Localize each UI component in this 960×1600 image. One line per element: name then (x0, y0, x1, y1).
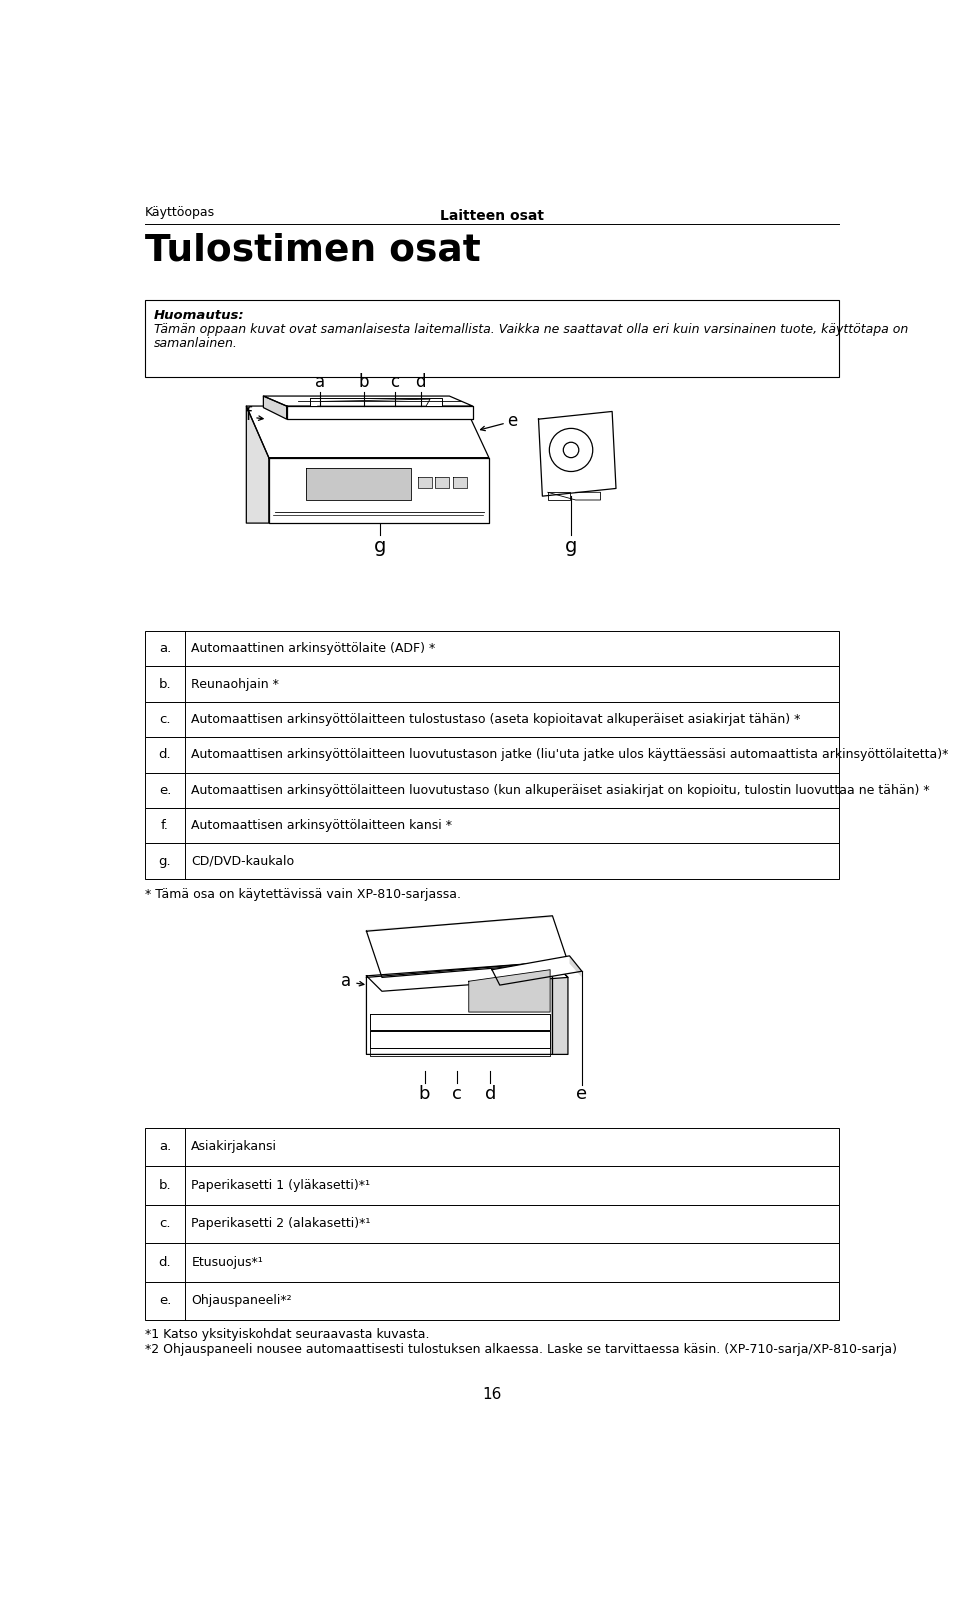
Text: b.: b. (158, 1179, 171, 1192)
Text: *2 Ohjauspaneeli nousee automaattisesti tulostuksen alkaessa. Laske se tarvittae: *2 Ohjauspaneeli nousee automaattisesti … (145, 1342, 897, 1357)
FancyBboxPatch shape (145, 299, 839, 376)
FancyBboxPatch shape (145, 630, 839, 666)
Text: e.: e. (158, 1294, 171, 1307)
Text: Paperikasetti 2 (alakasetti)*¹: Paperikasetti 2 (alakasetti)*¹ (191, 1218, 371, 1230)
Text: d: d (416, 373, 426, 390)
FancyBboxPatch shape (145, 773, 839, 808)
Text: b.: b. (158, 677, 171, 691)
Text: Etusuojus*¹: Etusuojus*¹ (191, 1256, 263, 1269)
Polygon shape (367, 915, 568, 978)
FancyBboxPatch shape (145, 702, 839, 738)
Polygon shape (263, 397, 287, 419)
Text: c.: c. (159, 714, 171, 726)
Polygon shape (247, 406, 269, 523)
Text: a.: a. (158, 1141, 171, 1154)
Text: c: c (452, 1085, 462, 1104)
Text: Automaattisen arkinsyöttölaitteen luovutustason jatke (liu'uta jatke ulos käyttä: Automaattisen arkinsyöttölaitteen luovut… (191, 749, 948, 762)
Text: b: b (359, 373, 370, 390)
Text: samanlainen.: samanlainen. (155, 336, 238, 350)
FancyBboxPatch shape (145, 1128, 839, 1166)
FancyBboxPatch shape (145, 808, 839, 843)
Text: Ohjauspaneeli*²: Ohjauspaneeli*² (191, 1294, 292, 1307)
Polygon shape (310, 398, 442, 406)
Text: Laitteen osat: Laitteen osat (440, 210, 544, 222)
Text: g: g (373, 538, 386, 555)
Text: b: b (419, 1085, 430, 1104)
Text: c: c (391, 373, 399, 390)
Text: d.: d. (158, 1256, 171, 1269)
Polygon shape (370, 1014, 550, 1030)
Polygon shape (539, 411, 616, 496)
Text: Reunaohjain *: Reunaohjain * (191, 677, 279, 691)
Polygon shape (263, 397, 472, 406)
Polygon shape (247, 406, 489, 458)
Polygon shape (453, 477, 468, 488)
Polygon shape (269, 458, 489, 523)
Text: g.: g. (158, 854, 171, 867)
Text: e: e (576, 1085, 588, 1104)
Text: Automaattisen arkinsyöttölaitteen luovutustaso (kun alkuperäiset asiakirjat on k: Automaattisen arkinsyöttölaitteen luovut… (191, 784, 930, 797)
Text: Automaattisen arkinsyöttölaitteen tulostustaso (aseta kopioitavat alkuperäiset a: Automaattisen arkinsyöttölaitteen tulost… (191, 714, 801, 726)
FancyBboxPatch shape (145, 1243, 839, 1282)
Text: d.: d. (158, 749, 171, 762)
Polygon shape (419, 477, 432, 488)
Text: g: g (564, 538, 577, 555)
Text: d: d (485, 1085, 496, 1104)
FancyBboxPatch shape (145, 1282, 839, 1320)
Text: Paperikasetti 1 (yläkasetti)*¹: Paperikasetti 1 (yläkasetti)*¹ (191, 1179, 371, 1192)
Text: Huomautus:: Huomautus: (155, 309, 245, 322)
FancyBboxPatch shape (145, 1205, 839, 1243)
Text: *1 Katso yksityiskohdat seuraavasta kuvasta.: *1 Katso yksityiskohdat seuraavasta kuva… (145, 1328, 429, 1341)
Polygon shape (492, 955, 582, 986)
Text: Automaattisen arkinsyöttölaitteen kansi *: Automaattisen arkinsyöttölaitteen kansi … (191, 819, 452, 832)
Polygon shape (370, 1032, 550, 1048)
Circle shape (564, 442, 579, 458)
Polygon shape (306, 467, 411, 499)
Text: e: e (508, 413, 517, 430)
Text: Automaattinen arkinsyöttölaite (ADF) *: Automaattinen arkinsyöttölaite (ADF) * (191, 642, 436, 654)
FancyBboxPatch shape (145, 666, 839, 702)
Text: * Tämä osa on käytettävissä vain XP-810-sarjassa.: * Tämä osa on käytettävissä vain XP-810-… (145, 888, 461, 901)
Text: Käyttöopas: Käyttöopas (145, 206, 215, 219)
Polygon shape (367, 915, 552, 931)
FancyBboxPatch shape (145, 1166, 839, 1205)
Polygon shape (468, 970, 550, 1013)
Text: a.: a. (158, 642, 171, 654)
FancyBboxPatch shape (145, 738, 839, 773)
Polygon shape (367, 962, 568, 992)
Text: a: a (341, 973, 351, 990)
Circle shape (549, 429, 592, 472)
Polygon shape (367, 962, 552, 1054)
Polygon shape (287, 406, 472, 419)
Polygon shape (552, 962, 568, 1054)
Text: Tämän oppaan kuvat ovat samanlaisesta laitemallista. Vaikka ne saattavat olla er: Tämän oppaan kuvat ovat samanlaisesta la… (155, 323, 908, 336)
Text: a: a (315, 373, 325, 390)
Text: Tulostimen osat: Tulostimen osat (145, 232, 481, 269)
Text: 16: 16 (482, 1387, 502, 1403)
FancyBboxPatch shape (145, 843, 839, 878)
Text: c.: c. (159, 1218, 171, 1230)
Text: f: f (246, 406, 252, 424)
Text: CD/DVD-kaukalo: CD/DVD-kaukalo (191, 854, 295, 867)
Polygon shape (436, 477, 449, 488)
Polygon shape (569, 955, 582, 978)
Text: e.: e. (158, 784, 171, 797)
Text: f.: f. (161, 819, 169, 832)
Text: Asiakirjakansi: Asiakirjakansi (191, 1141, 277, 1154)
